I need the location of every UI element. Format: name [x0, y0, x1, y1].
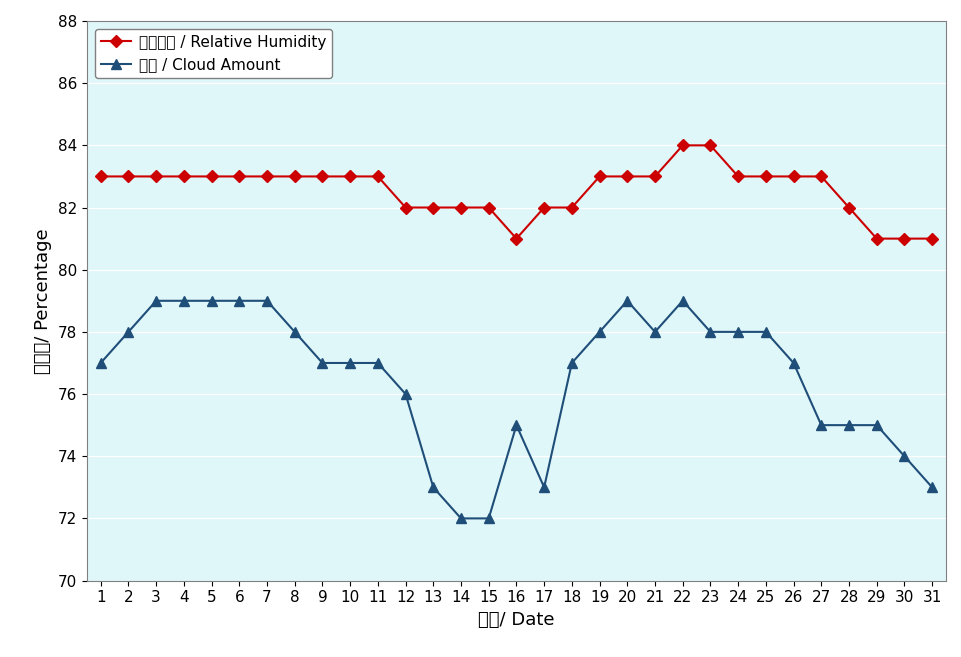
雲量 / Cloud Amount [483, 514, 495, 522]
雲量 / Cloud Amount [843, 421, 854, 429]
相對濕度 / Relative Humidity [150, 173, 161, 181]
雲量 / Cloud Amount [317, 359, 329, 367]
相對濕度 / Relative Humidity [206, 173, 217, 181]
雲量 / Cloud Amount [871, 421, 882, 429]
相對濕度 / Relative Humidity [871, 235, 882, 242]
雲量 / Cloud Amount [123, 328, 135, 336]
雲量 / Cloud Amount [899, 452, 910, 460]
相對濕度 / Relative Humidity [788, 173, 800, 181]
相對濕度 / Relative Humidity [123, 173, 135, 181]
雲量 / Cloud Amount [566, 359, 578, 367]
相對濕度 / Relative Humidity [899, 235, 910, 242]
相對濕度 / Relative Humidity [594, 173, 605, 181]
相對濕度 / Relative Humidity [289, 173, 301, 181]
相對濕度 / Relative Humidity [400, 204, 411, 212]
雲量 / Cloud Amount [677, 297, 688, 305]
雲量 / Cloud Amount [289, 328, 301, 336]
雲量 / Cloud Amount [400, 390, 411, 398]
相對濕度 / Relative Humidity [816, 173, 827, 181]
雲量 / Cloud Amount [150, 297, 161, 305]
相對濕度 / Relative Humidity [483, 204, 495, 212]
雲量 / Cloud Amount [510, 421, 522, 429]
Legend: 相對濕度 / Relative Humidity, 雲量 / Cloud Amount: 相對濕度 / Relative Humidity, 雲量 / Cloud Amo… [94, 29, 333, 78]
雲量 / Cloud Amount [95, 359, 107, 367]
相對濕度 / Relative Humidity [317, 173, 329, 181]
雲量 / Cloud Amount [538, 484, 550, 491]
相對濕度 / Relative Humidity [344, 173, 356, 181]
雲量 / Cloud Amount [622, 297, 633, 305]
雲量 / Cloud Amount [428, 484, 439, 491]
相對濕度 / Relative Humidity [704, 141, 716, 149]
雲量 / Cloud Amount [788, 359, 800, 367]
X-axis label: 日期/ Date: 日期/ Date [479, 611, 554, 629]
相對濕度 / Relative Humidity [178, 173, 189, 181]
相對濕度 / Relative Humidity [95, 173, 107, 181]
相對濕度 / Relative Humidity [677, 141, 688, 149]
雲量 / Cloud Amount [650, 328, 661, 336]
雲量 / Cloud Amount [704, 328, 716, 336]
相對濕度 / Relative Humidity [622, 173, 633, 181]
Line: 雲量 / Cloud Amount: 雲量 / Cloud Amount [96, 296, 937, 523]
雲量 / Cloud Amount [344, 359, 356, 367]
雲量 / Cloud Amount [206, 297, 217, 305]
相對濕度 / Relative Humidity [843, 204, 854, 212]
雲量 / Cloud Amount [234, 297, 245, 305]
相對濕度 / Relative Humidity [428, 204, 439, 212]
相對濕度 / Relative Humidity [650, 173, 661, 181]
相對濕度 / Relative Humidity [566, 204, 578, 212]
相對濕度 / Relative Humidity [456, 204, 467, 212]
雲量 / Cloud Amount [178, 297, 189, 305]
相對濕度 / Relative Humidity [732, 173, 744, 181]
雲量 / Cloud Amount [456, 514, 467, 522]
相對濕度 / Relative Humidity [760, 173, 772, 181]
雲量 / Cloud Amount [261, 297, 273, 305]
相對濕度 / Relative Humidity [538, 204, 550, 212]
雲量 / Cloud Amount [594, 328, 605, 336]
雲量 / Cloud Amount [372, 359, 383, 367]
相對濕度 / Relative Humidity [234, 173, 245, 181]
雲量 / Cloud Amount [926, 484, 938, 491]
相對濕度 / Relative Humidity [926, 235, 938, 242]
雲量 / Cloud Amount [732, 328, 744, 336]
雲量 / Cloud Amount [760, 328, 772, 336]
相對濕度 / Relative Humidity [372, 173, 383, 181]
雲量 / Cloud Amount [816, 421, 827, 429]
相對濕度 / Relative Humidity [261, 173, 273, 181]
Line: 相對濕度 / Relative Humidity: 相對濕度 / Relative Humidity [96, 141, 936, 243]
相對濕度 / Relative Humidity [510, 235, 522, 242]
Y-axis label: 百分比/ Percentage: 百分比/ Percentage [35, 228, 52, 374]
